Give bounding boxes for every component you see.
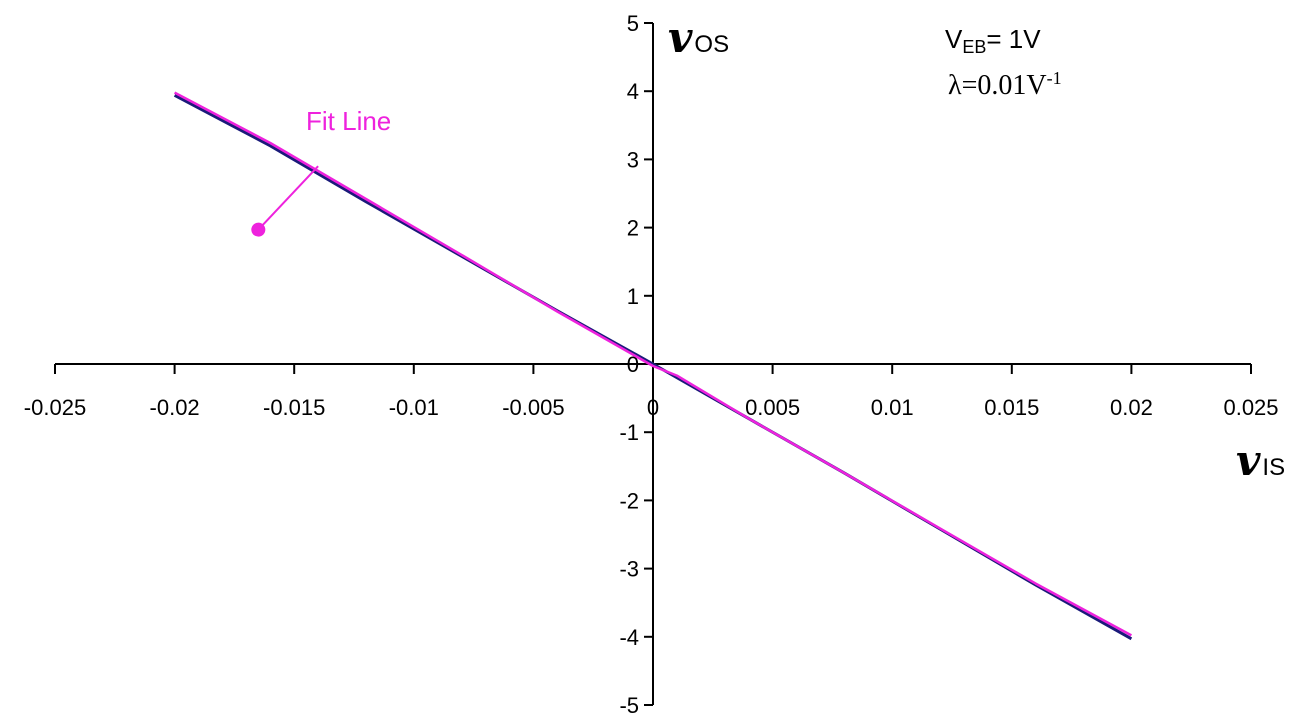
y-tick-label: 0 [627, 352, 639, 377]
veb-sub: EB [962, 37, 986, 57]
y-tick-label: 4 [627, 79, 639, 104]
y-tick-label: -5 [619, 693, 639, 715]
y-tick-label: -4 [619, 625, 639, 650]
lambda-annotation: λ=0.01V-1 [948, 68, 1062, 101]
x-tick-label: 0.025 [1223, 395, 1278, 420]
x-tick-label: -0.005 [502, 395, 564, 420]
y-axis-title: vOS [668, 13, 729, 62]
y-axis-sub: OS [694, 31, 729, 58]
y-tick-label: 3 [627, 147, 639, 172]
y-tick-label: -1 [619, 420, 639, 445]
lambda-main: λ=0.01V [948, 70, 1047, 101]
x-tick-label: 0.02 [1110, 395, 1153, 420]
fit-line-marker [251, 222, 266, 237]
x-tick-label: -0.015 [263, 395, 325, 420]
y-tick-label: 1 [627, 284, 639, 309]
x-tick-label: 0.005 [745, 395, 800, 420]
veb-main: V [945, 24, 963, 54]
x-tick-label: 0 [647, 395, 659, 420]
x-axis-sub: IS [1262, 454, 1285, 481]
y-tick-label: -2 [619, 488, 639, 513]
y-axis-var: v [668, 13, 693, 62]
axis-ticks: -0.025 -0.02 -0.015 -0.01 -0.005 0 0.005 0.01 0.… [24, 11, 1279, 715]
fit-line-callout [251, 165, 319, 237]
x-tick-label: -0.025 [24, 395, 86, 420]
data-series [173, 91, 1133, 641]
y-tick-label: 2 [627, 216, 639, 241]
veb-rest: = 1V [986, 24, 1041, 54]
x-tick-label: 0.015 [984, 395, 1039, 420]
x-tick-label: 0.01 [871, 395, 914, 420]
x-tick-label: -0.01 [389, 395, 439, 420]
x-axis-var: v [1236, 436, 1261, 485]
veb-annotation: VEB= 1V [945, 24, 1041, 57]
x-tick-label: -0.02 [150, 395, 200, 420]
x-axis-title: vIS [1236, 436, 1285, 485]
lambda-sup: -1 [1047, 68, 1062, 88]
y-tick-label: -3 [619, 557, 639, 582]
y-tick-label: 5 [627, 11, 639, 36]
fit-line-leader [257, 165, 319, 231]
fit-line-label: Fit Line [306, 106, 391, 136]
fit-series-line [174, 91, 1132, 637]
